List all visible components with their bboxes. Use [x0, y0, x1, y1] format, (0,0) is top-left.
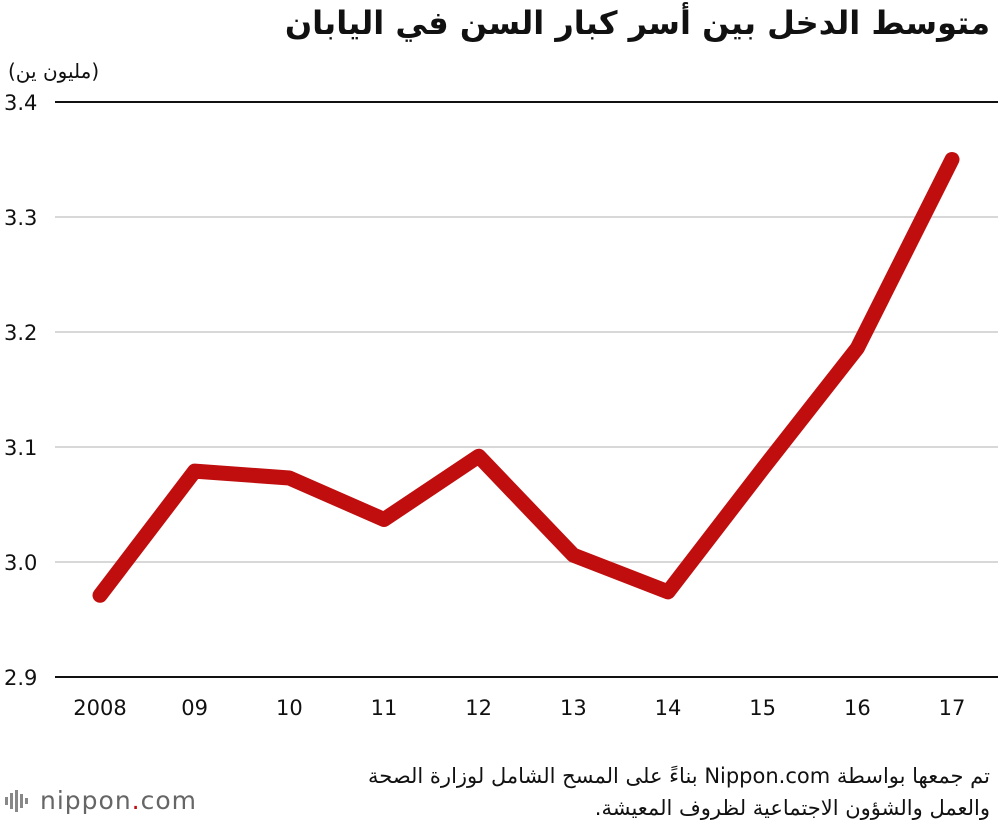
brand-name: nippon [40, 786, 132, 815]
y-axis-unit-label: (مليون ين) [8, 59, 100, 83]
x-tick-label: 13 [560, 696, 587, 720]
chart-title: متوسط الدخل بين أسر كبار السن في اليابان [284, 4, 990, 42]
data-point [856, 347, 858, 349]
x-tick-label: 17 [939, 696, 966, 720]
data-point [951, 159, 953, 160]
y-tick-label: 3.3 [4, 206, 37, 230]
series-line [92, 152, 960, 603]
data-point [667, 591, 669, 593]
x-tick-label: 16 [844, 696, 871, 720]
y-tick-label: 3.4 [4, 91, 37, 115]
source-line-1: تم جمعها بواسطة Nippon.com بناءً على الم… [368, 764, 990, 788]
data-point [99, 594, 101, 596]
x-tick-label: 2008 [73, 696, 126, 720]
y-tick-label: 3.0 [4, 551, 37, 575]
data-point [572, 554, 574, 556]
y-tick-label: 3.1 [4, 436, 37, 460]
y-tick-label: 2.9 [4, 666, 37, 690]
y-tick-labels: 2.9 3.0 3.1 3.2 3.3 3.4 [4, 91, 37, 690]
x-tick-label: 11 [371, 696, 398, 720]
sound-wave-logo-icon [5, 789, 28, 812]
brand-wordmark: nippon.com [40, 786, 197, 815]
grid-lines [55, 101, 998, 678]
x-tick-label: 09 [181, 696, 208, 720]
y-tick-label: 3.2 [4, 321, 37, 345]
line-chart: 2.9 3.0 3.1 3.2 3.3 3.4 2008 09 10 11 12 13 14 15 16 1… [4, 91, 998, 720]
brand-dot: . [131, 786, 141, 815]
data-point [478, 455, 480, 457]
x-tick-label: 10 [276, 696, 303, 720]
data-point [383, 518, 385, 520]
data-point [762, 468, 764, 470]
x-tick-label: 12 [465, 696, 492, 720]
source-note: تم جمعها بواسطة Nippon.com بناءً على الم… [210, 760, 990, 824]
series-group [92, 152, 960, 603]
brand-suffix: com [140, 786, 198, 815]
x-tick-label: 15 [749, 696, 776, 720]
source-line-2: والعمل والشؤون الاجتماعية لظروف المعيشة. [594, 796, 990, 820]
x-tick-label: 14 [655, 696, 682, 720]
data-point [194, 470, 196, 472]
data-point [288, 477, 290, 479]
nippon-logo: nippon.com [4, 786, 197, 815]
x-tick-labels: 2008 09 10 11 12 13 14 15 16 17 [73, 696, 965, 720]
